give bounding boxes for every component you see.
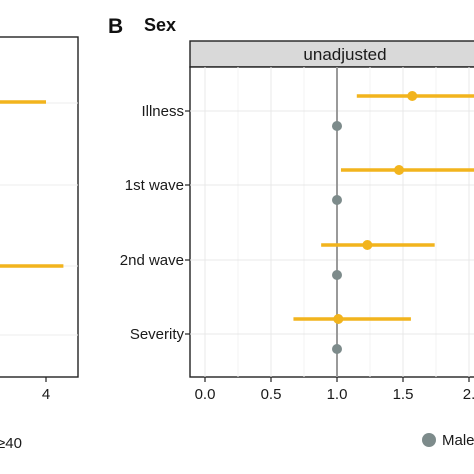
panel-b-plot-area (189, 66, 474, 378)
panel-b-x-tick-label-4: 2. (463, 386, 474, 403)
panel-b-legend: Male (422, 432, 474, 449)
panel-a-marks (0, 100, 64, 268)
panel-b-male-point-3 (332, 344, 342, 354)
legend-label-male: Male (442, 432, 474, 449)
panel-b-marks (293, 91, 474, 354)
panel-a-x-tick-label-0: 4 (42, 386, 50, 403)
panel-b-category-label-3: Severity (130, 326, 185, 343)
panel-b-estimate-point-3 (333, 314, 344, 324)
panel-a-legend-fragment: ≥40 (0, 435, 22, 452)
panel-b-letter: B (108, 15, 123, 38)
panel-b-category-label-0: Illness (141, 103, 184, 120)
panel-b-male-point-0 (332, 121, 342, 131)
panel-b-estimate-point-2 (362, 240, 373, 250)
panel-b-facet-strip (189, 40, 474, 68)
panel-b-estimate-point-0 (407, 91, 418, 101)
panel-b-male-point-1 (332, 195, 342, 205)
panel-a: 4 ≥40 (0, 36, 79, 452)
panel-b-category-label-2: 2nd wave (120, 252, 184, 269)
panel-a-x-ticks: 4 (42, 377, 50, 403)
panel-b-facet-label: unadjusted (303, 45, 386, 64)
panel-b-estimate-point-1 (394, 165, 405, 175)
panel-b: B Sex unadjusted Illness 1st wave 2nd wave… (108, 15, 474, 449)
panel-b-x-tick-label-1: 0.5 (261, 386, 282, 403)
legend-key-male (422, 433, 436, 447)
panel-b-x-tick-label-2: 1.0 (327, 386, 348, 403)
panel-b-x-tick-label-0: 0.0 (195, 386, 216, 403)
panel-b-category-labels: Illness 1st wave 2nd wave Severity (120, 103, 190, 343)
panel-b-category-label-1: 1st wave (125, 177, 184, 194)
panel-b-x-tick-label-3: 1.5 (393, 386, 414, 403)
panel-b-male-point-2 (332, 270, 342, 280)
panel-a-plot-area (0, 36, 79, 378)
panel-b-x-ticks: 0.0 0.5 1.0 1.5 2. (195, 377, 474, 403)
panel-b-title: Sex (144, 15, 176, 35)
